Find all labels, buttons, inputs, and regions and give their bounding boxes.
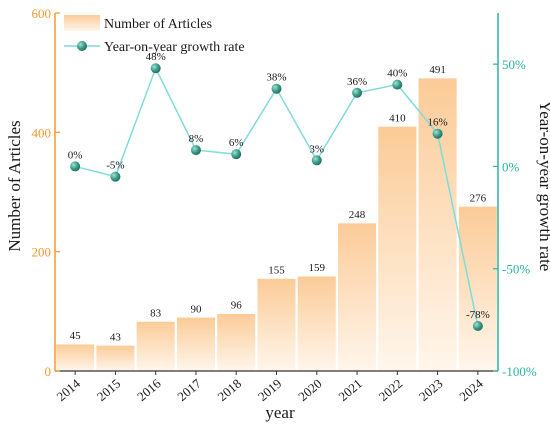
x-tick-label: 2022 xyxy=(376,376,406,404)
growth-point-2020 xyxy=(311,155,322,166)
x-tick-label: 2017 xyxy=(174,375,204,404)
growth-point-2019 xyxy=(271,83,282,94)
bar-2014 xyxy=(55,343,95,372)
growth-point-2022 xyxy=(392,79,403,90)
bar-2022 xyxy=(377,126,417,372)
y-left-tick-label: 600 xyxy=(32,6,52,21)
bar-2020 xyxy=(297,275,337,372)
growth-value-label: 8% xyxy=(189,133,204,145)
y-right-tick-label: 50% xyxy=(502,57,526,72)
x-tick-label: 2016 xyxy=(134,375,164,404)
bar-2023 xyxy=(417,77,458,372)
growth-point-2014 xyxy=(70,161,81,172)
bar-value-label: 159 xyxy=(309,262,326,274)
growth-value-label: -78% xyxy=(466,309,490,321)
x-tick-label: 2023 xyxy=(416,376,446,404)
bar-2019 xyxy=(256,278,297,372)
x-tick-label: 2021 xyxy=(335,376,365,404)
growth-point-2018 xyxy=(231,149,242,160)
growth-value-label: 36% xyxy=(347,76,367,88)
legend-bar-label: Number of Articles xyxy=(104,17,212,32)
legend: Number of Articles Year-on-year growth r… xyxy=(64,15,245,55)
bar-value-label: 45 xyxy=(70,330,82,342)
growth-value-label: 38% xyxy=(266,72,286,84)
bar-value-label: 410 xyxy=(389,112,406,124)
bars-layer xyxy=(55,77,498,372)
bar-value-label: 96 xyxy=(231,300,243,312)
growth-point-2021 xyxy=(352,87,363,98)
growth-point-2017 xyxy=(190,145,201,156)
legend-bar-swatch xyxy=(64,15,100,31)
y-right-tick-label: 0% xyxy=(502,159,520,174)
growth-value-label: 40% xyxy=(387,68,407,80)
y-axis-title-left: Number of Articles xyxy=(5,120,24,251)
bar-value-label: 83 xyxy=(150,307,162,319)
x-tick-label: 2019 xyxy=(255,376,285,404)
y-left-tick-label: 200 xyxy=(32,245,52,260)
growth-value-label: -5% xyxy=(106,160,124,172)
data-labels-layer: 45 43 83 90 96 155 159 248 410 491 276 0% -5% 48% 8% 6%… xyxy=(68,51,490,343)
bar-2021 xyxy=(337,222,377,372)
bar-2018 xyxy=(216,313,256,372)
growth-value-label: 3% xyxy=(309,143,324,155)
legend-line-marker xyxy=(77,41,87,51)
growth-value-label: 16% xyxy=(428,117,448,129)
y-right-tick-label: -50% xyxy=(502,262,530,277)
growth-point-2023 xyxy=(432,128,443,139)
bar-2017 xyxy=(176,316,216,372)
bar-value-label: 248 xyxy=(349,209,366,221)
growth-line-layer xyxy=(70,63,483,331)
growth-value-label: 0% xyxy=(68,149,83,161)
bar-value-label: 155 xyxy=(268,265,285,277)
growth-point-2016 xyxy=(150,63,161,74)
x-tick-label: 2018 xyxy=(215,376,245,404)
bar-value-label: 276 xyxy=(470,192,487,204)
x-tick-label: 2024 xyxy=(456,375,486,404)
y-axis-title-right: Year-on-year growth rate xyxy=(536,101,550,272)
x-tick-label: 2015 xyxy=(94,376,124,404)
bar-2024 xyxy=(458,206,498,372)
x-tick-label: 2020 xyxy=(295,376,325,404)
y-left-tick-label: 400 xyxy=(32,125,52,140)
growth-value-label: 6% xyxy=(229,137,244,149)
y-left-tick-label: 0 xyxy=(45,364,52,379)
bar-value-label: 491 xyxy=(429,64,446,76)
bar-2016 xyxy=(136,321,176,372)
x-axis-title: year xyxy=(265,403,295,422)
bar-value-label: 43 xyxy=(110,331,122,343)
legend-line-label: Year-on-year growth rate xyxy=(104,40,245,55)
growth-point-2024 xyxy=(472,320,483,331)
bar-value-label: 90 xyxy=(190,303,202,315)
y-right-tick-label: -100% xyxy=(502,364,537,379)
growth-value-label: 48% xyxy=(146,51,166,63)
bar-2015 xyxy=(95,345,136,372)
growth-point-2015 xyxy=(110,171,121,182)
x-tick-label: 2014 xyxy=(54,375,84,404)
